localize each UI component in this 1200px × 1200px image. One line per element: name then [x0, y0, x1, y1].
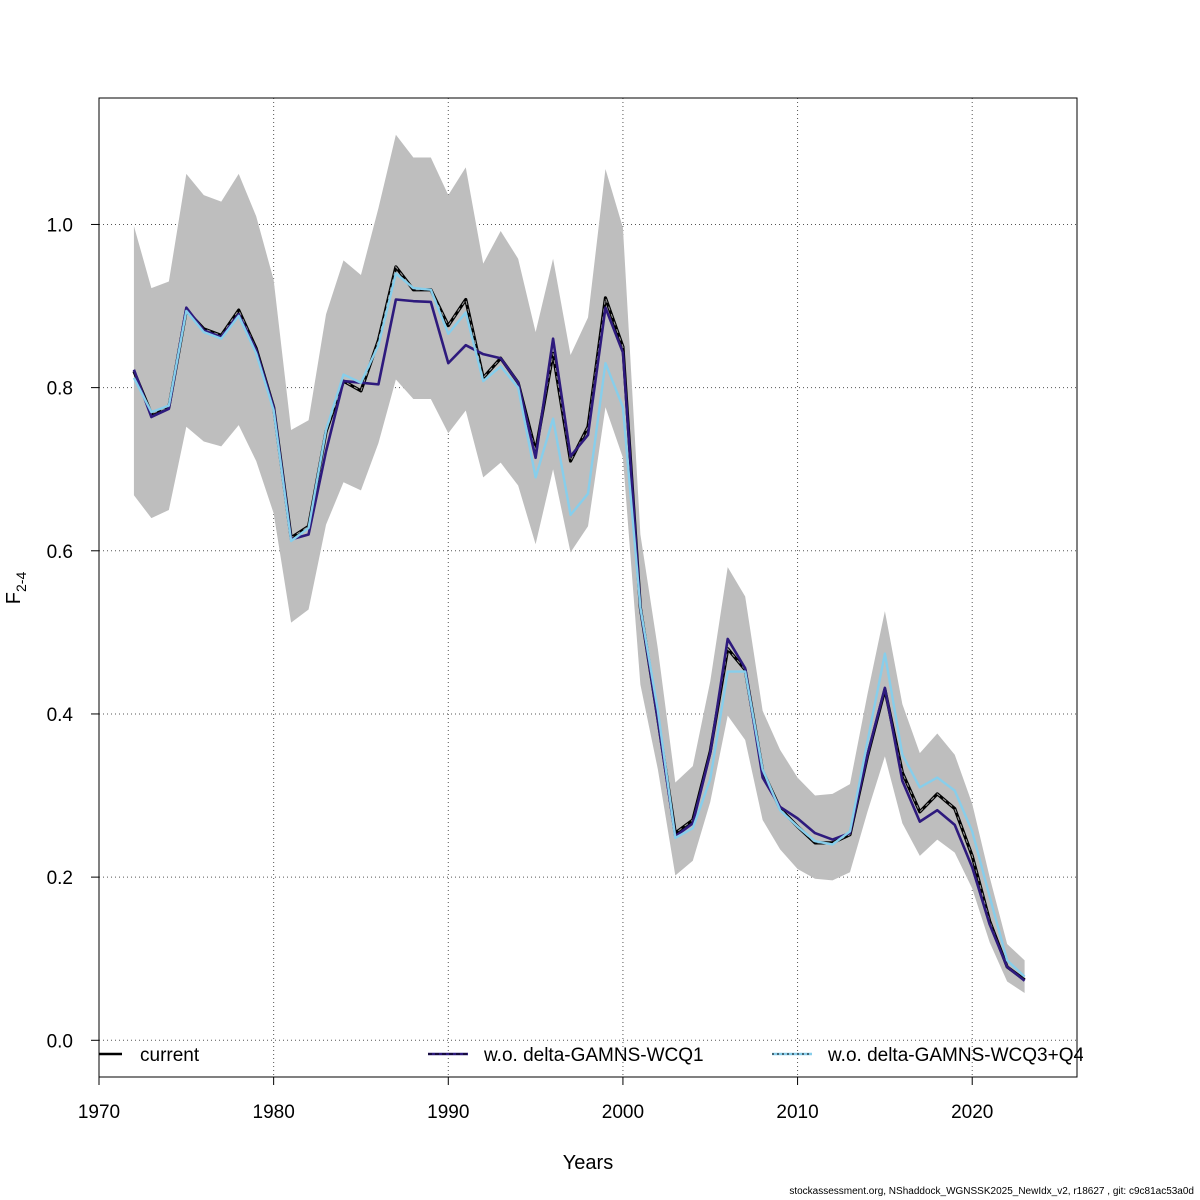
y-tick-label: 1.0: [47, 215, 73, 236]
y-tick-label: 0.4: [47, 705, 74, 726]
y-tick-label: 0.6: [47, 542, 73, 563]
legend-label-wcq1: w.o. delta-GAMNS-WCQ1: [483, 1045, 704, 1066]
footer-credit: stockassessment.org, NShaddock_WGNSSK202…: [789, 1186, 1194, 1197]
y-tick-label: 0.8: [47, 379, 73, 400]
series-lines: [132, 265, 1026, 982]
x-axis: 1970 1980 1990 2000 2010 2020: [78, 1077, 993, 1123]
y-tick-label: 0.0: [47, 1031, 73, 1052]
legend-label-wcq3: w.o. delta-GAMNS-WCQ3+Q4: [827, 1045, 1084, 1066]
x-tick-label: 1990: [427, 1102, 469, 1123]
plot-frame: [98, 97, 1078, 1078]
confidence-band-area: [133, 134, 1025, 993]
y-axis-title: F2-4: [3, 572, 29, 605]
x-tick-label: 1970: [78, 1102, 120, 1123]
legend-label-current: current: [140, 1045, 200, 1066]
y-axis: 0.0 0.2 0.4 0.6 0.8 1.0: [47, 215, 99, 1052]
x-tick-label: 2000: [602, 1102, 644, 1123]
y-tick-label: 0.2: [47, 868, 73, 889]
x-tick-label: 2020: [951, 1102, 993, 1123]
x-tick-label: 2010: [776, 1102, 818, 1123]
x-tick-label: 1980: [253, 1102, 295, 1123]
legend: current w.o. delta-GAMNS-WCQ1 w.o. delta…: [99, 1045, 1084, 1066]
y-axis-title-sub: 2-4: [13, 572, 29, 592]
x-axis-title: Years: [563, 1152, 613, 1174]
y-axis-title-main: F: [3, 592, 25, 604]
confidence-band: [133, 134, 1025, 993]
series-line-wcq3: [132, 272, 1026, 978]
